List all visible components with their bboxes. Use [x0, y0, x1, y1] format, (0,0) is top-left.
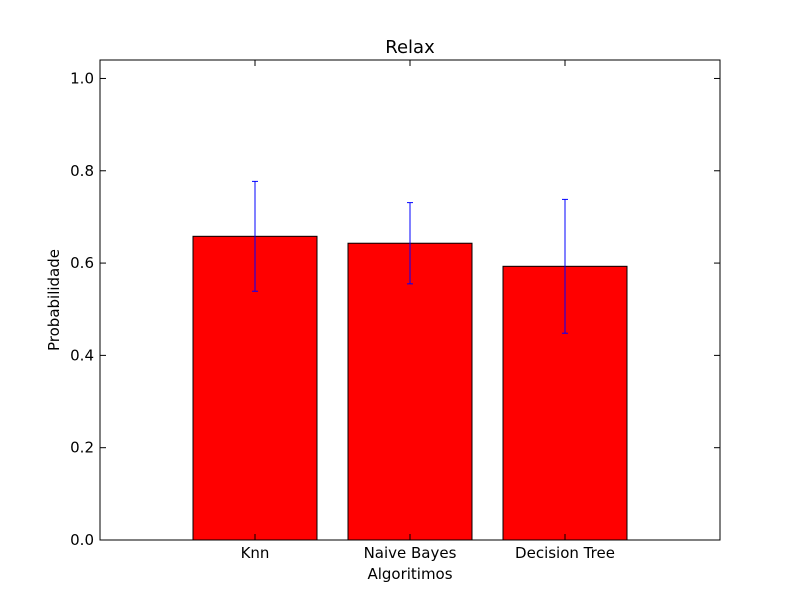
bar-1: [347, 242, 473, 541]
chart-title: Relax: [385, 37, 435, 58]
y-axis-ticks: 0.0 0.2 0.4 0.6 0.8 1.0: [70, 69, 720, 549]
y-tick-label-3: 0.6: [70, 254, 94, 272]
y-tick-label-2: 0.4: [70, 346, 94, 364]
x-tick-label-0: Knn: [241, 544, 270, 562]
x-tick-label-1: Naive Bayes: [364, 544, 457, 562]
error-bars-layer: [252, 180, 568, 334]
y-tick-label-0: 0.0: [70, 531, 94, 549]
y-tick-label-5: 1.0: [70, 69, 94, 87]
y-axis-label: Probabilidade: [45, 249, 63, 351]
x-axis-label: Algoritimos: [367, 565, 452, 583]
x-tick-label-2: Decision Tree: [515, 544, 615, 562]
x-axis-ticks: Knn Naive Bayes Decision Tree: [241, 60, 615, 562]
y-tick-label-4: 0.8: [70, 162, 94, 180]
y-tick-label-1: 0.2: [70, 439, 94, 457]
